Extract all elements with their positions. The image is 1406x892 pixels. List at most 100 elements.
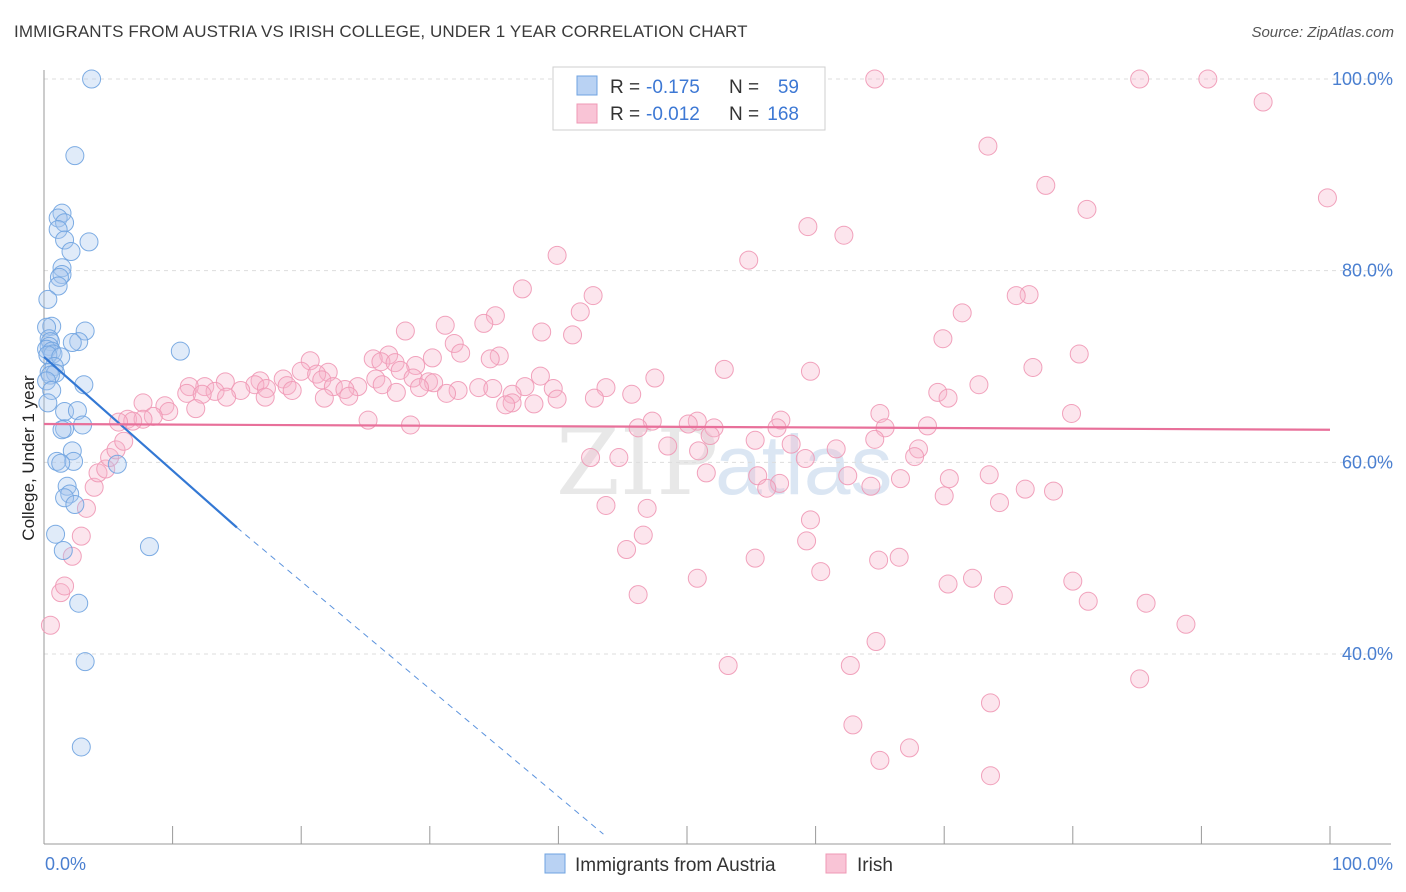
irish-point [114,431,134,451]
irish-point [1130,669,1150,689]
austria-point [52,265,72,284]
austria-point [69,593,89,613]
irish-point [980,766,1000,786]
irish-point [339,386,359,406]
austria-point [53,541,73,560]
irish-point [1136,593,1156,613]
irish-point [55,576,75,596]
irish-point [617,540,637,560]
irish-point [1044,481,1064,501]
irish-point [1078,591,1098,611]
irish-point [291,361,311,381]
irish-point [71,526,91,546]
austria-point [52,420,72,440]
legend-n-label-2: N = [729,104,759,125]
irish-point [678,414,698,434]
irish-point [979,465,999,485]
irish-point [406,356,426,376]
irish-point [547,389,567,409]
austria-point [55,488,75,508]
austria-point [82,69,102,89]
irish-point [371,352,391,372]
legend-n-value-2: 168 [767,104,799,125]
irish-point [76,498,96,518]
bottom-legend: Immigrants from Austria Irish [544,853,893,876]
irish-point [583,286,603,306]
irish-point [1006,286,1026,306]
irish-point [217,387,237,407]
austria-point [38,393,58,413]
irish-point [993,586,1013,606]
irish-point [307,364,327,384]
irish-point [637,498,657,518]
irish-point [739,250,759,270]
irish-point [437,383,457,403]
irish-point [714,359,734,379]
irish-point [1253,92,1273,112]
irish-point [186,399,206,419]
legend-pink-swatch [576,103,598,124]
irish-point [448,380,468,400]
austria-point [65,146,85,166]
austria-point [62,441,82,461]
watermark-atlas: atlas [715,418,892,512]
irish-point [800,361,820,381]
irish-point [96,459,116,479]
irish-point [282,380,302,400]
irish-point [312,370,332,390]
irish-point [255,387,275,407]
irish-point [424,373,444,393]
legend-r-label-1: R = [610,77,640,98]
legend-r-label-2: R = [610,104,640,125]
austria-point [51,453,71,473]
irish-point [379,345,399,365]
irish-point [917,416,937,436]
austria-trend-extension [236,527,604,835]
irish-point [245,375,265,395]
irish-point [215,372,235,392]
irish-point [969,375,989,395]
irish-point [512,279,532,299]
irish-point [633,525,653,545]
irish-point [395,321,415,341]
y-tick-labels: 40.0% 60.0% 80.0% 100.0% [1332,69,1393,664]
irish-point [978,136,998,156]
austria-points [37,69,190,757]
irish-point [745,430,765,450]
austria-trend-line [43,356,238,529]
irish-point [596,495,616,515]
irish-point [547,245,567,265]
irish-point [757,478,777,498]
irish-point [838,466,858,486]
irish-point [62,546,82,566]
irish-point [1317,188,1337,208]
irish-point [532,322,552,342]
austria-point [61,242,81,261]
irish-point [700,426,720,445]
irish-point [444,334,464,353]
irish-point [628,418,648,438]
irish-point [689,441,709,461]
irish-point [1176,614,1196,634]
irish-point [962,568,982,588]
irish-point [890,469,910,489]
y-axis-label: College, Under 1 year [19,375,38,541]
irish-point [314,388,334,408]
bottom-legend-austria: Immigrants from Austria [575,855,776,876]
austria-point [107,454,127,474]
legend-n-label-1: N = [729,77,759,98]
irish-point [989,493,1009,513]
bottom-legend-irish: Irish [857,855,893,876]
irish-point [563,325,583,345]
irish-point [318,362,338,382]
irish-point [658,436,678,456]
irish-point [1015,479,1035,499]
austria-point [71,737,91,757]
irish-point [100,448,120,468]
irish-point [123,411,143,431]
irish-point [419,372,439,392]
irish-point [485,306,505,326]
irish-point [435,315,455,335]
irish-point [800,510,820,530]
